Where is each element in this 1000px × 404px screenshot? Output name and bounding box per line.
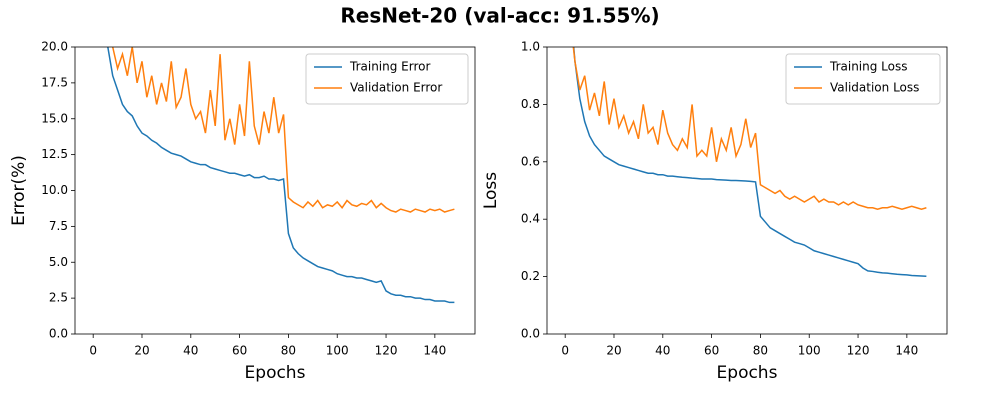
legend-box [305, 53, 469, 105]
y-tick-label: 10.0 [41, 183, 68, 197]
legend-label: Validation Loss [830, 81, 919, 95]
x-tick-label: 60 [232, 344, 247, 358]
x-tick-label: 0 [89, 344, 97, 358]
x-axis-label: Epochs [717, 363, 778, 383]
y-tick-label: 15.0 [41, 111, 68, 125]
y-tick-label: 12.5 [41, 147, 68, 161]
y-tick-label: 0.4 [521, 212, 540, 226]
y-tick-label: 17.5 [41, 75, 68, 89]
x-tick-label: 120 [375, 344, 398, 358]
x-axis-label: Epochs [245, 363, 306, 383]
x-tick-label: 120 [847, 344, 870, 358]
x-tick-label: 20 [134, 344, 149, 358]
x-tick-label: 40 [183, 344, 198, 358]
x-tick-label: 60 [704, 344, 719, 358]
line [107, 47, 455, 304]
y-tick-label: 0.0 [49, 327, 68, 341]
x-tick-label: 140 [895, 344, 918, 358]
y-tick-label: 0.0 [521, 327, 540, 341]
y-tick-label: 0.6 [521, 154, 540, 168]
legend-box [785, 53, 941, 105]
y-tick-label: 7.5 [49, 219, 68, 233]
x-tick-label: 20 [606, 344, 621, 358]
legend-label: Training Error [349, 60, 430, 74]
axes-frame [546, 46, 948, 335]
line [111, 47, 455, 213]
line [572, 47, 927, 278]
x-tick-label: 40 [655, 344, 670, 358]
y-axis-label: Error(%) [9, 155, 29, 226]
x-tick-label: 140 [423, 344, 446, 358]
x-tick-label: 80 [753, 344, 768, 358]
legend-label: Validation Error [350, 81, 442, 95]
x-tick-label: 100 [798, 344, 821, 358]
line [572, 47, 927, 210]
y-tick-label: 5.0 [49, 255, 68, 269]
x-tick-label: 80 [281, 344, 296, 358]
x-tick-label: 0 [561, 344, 569, 358]
legend-label: Training Loss [829, 60, 907, 74]
figure-title: ResNet-20 (val-acc: 91.55%) [340, 4, 659, 28]
y-axis-label: Loss [481, 172, 501, 209]
y-tick-label: 1.0 [521, 40, 540, 54]
y-tick-label: 0.2 [521, 269, 540, 283]
y-tick-label: 0.8 [521, 97, 540, 111]
y-tick-label: 2.5 [49, 291, 68, 305]
y-tick-label: 20.0 [41, 40, 68, 54]
axes-frame [74, 46, 476, 335]
x-tick-label: 100 [326, 344, 349, 358]
